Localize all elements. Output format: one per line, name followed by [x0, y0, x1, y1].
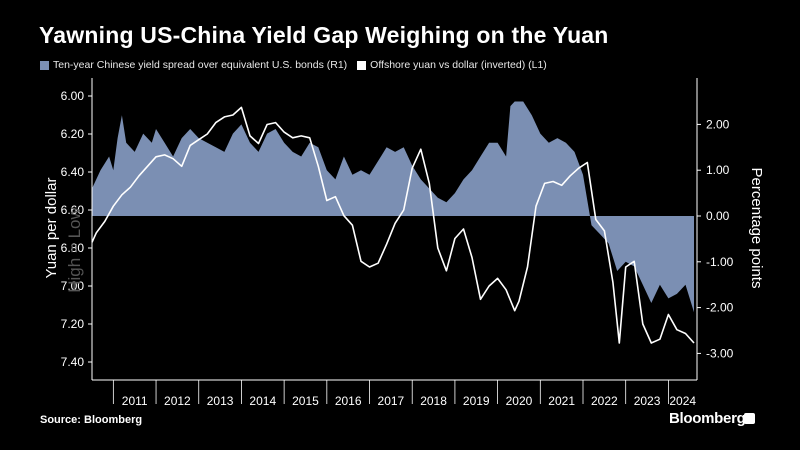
x-tick-label: 2012	[164, 394, 191, 408]
x-tick-label: 2021	[548, 394, 575, 408]
source-note: Source: Bloomberg	[40, 414, 143, 426]
right-axis-title: Percentage points	[748, 168, 765, 289]
x-tick-label: 2020	[506, 394, 533, 408]
legend-swatch-yuan	[357, 60, 367, 70]
legend-item-yuan: Offshore yuan vs dollar (inverted) (L1)	[357, 59, 547, 71]
series-spread-area	[92, 101, 694, 313]
left-tick-label: 6.00	[61, 89, 85, 103]
x-tick-label: 2019	[463, 394, 490, 408]
x-tick-label: 2011	[122, 394, 148, 408]
x-tick-label: 2022	[591, 394, 618, 408]
right-tick-label: -3.00	[706, 346, 734, 360]
x-tick-label: 2024	[669, 394, 696, 408]
x-tick-label: 2023	[634, 394, 661, 408]
legend-label-yuan: Offshore yuan vs dollar (inverted) (L1)	[370, 59, 547, 71]
watermark-text: High = Low	[65, 207, 84, 293]
legend-swatch-spread	[40, 60, 49, 70]
legend-label-spread: Ten-year Chinese yield spread over equiv…	[53, 59, 348, 71]
legend-item-spread: Ten-year Chinese yield spread over equiv…	[40, 59, 347, 71]
right-tick-label: -1.00	[706, 255, 734, 269]
x-tick-label: 2016	[335, 394, 362, 408]
brand-logo: Bloomberg	[669, 410, 746, 427]
series-yuan-line	[91, 106, 695, 344]
left-tick-label: 7.20	[61, 317, 85, 331]
legend: Ten-year Chinese yield spread over equiv…	[40, 59, 547, 71]
left-tick-label: 6.20	[61, 127, 85, 141]
x-tick-label: 2015	[292, 394, 319, 408]
bloomberg-icon	[744, 413, 755, 424]
right-tick-label: 1.00	[706, 163, 730, 177]
x-tick-label: 2017	[378, 394, 405, 408]
left-axis-title: Yuan per dollar	[43, 178, 60, 279]
right-tick-label: -2.00	[706, 301, 734, 315]
right-tick-label: 0.00	[706, 209, 730, 223]
x-tick-label: 2013	[207, 394, 234, 408]
left-tick-label: 6.60	[61, 203, 85, 217]
x-tick-label: 2014	[249, 394, 276, 408]
left-tick-label: 7.00	[61, 279, 85, 293]
chart-title: Yawning US-China Yield Gap Weighing on t…	[39, 22, 609, 48]
x-tick-label: 2018	[420, 394, 447, 408]
left-tick-label: 6.40	[61, 165, 85, 179]
left-tick-label: 7.40	[61, 355, 85, 369]
left-tick-label: 6.80	[61, 241, 85, 255]
right-tick-label: 2.00	[706, 117, 730, 131]
